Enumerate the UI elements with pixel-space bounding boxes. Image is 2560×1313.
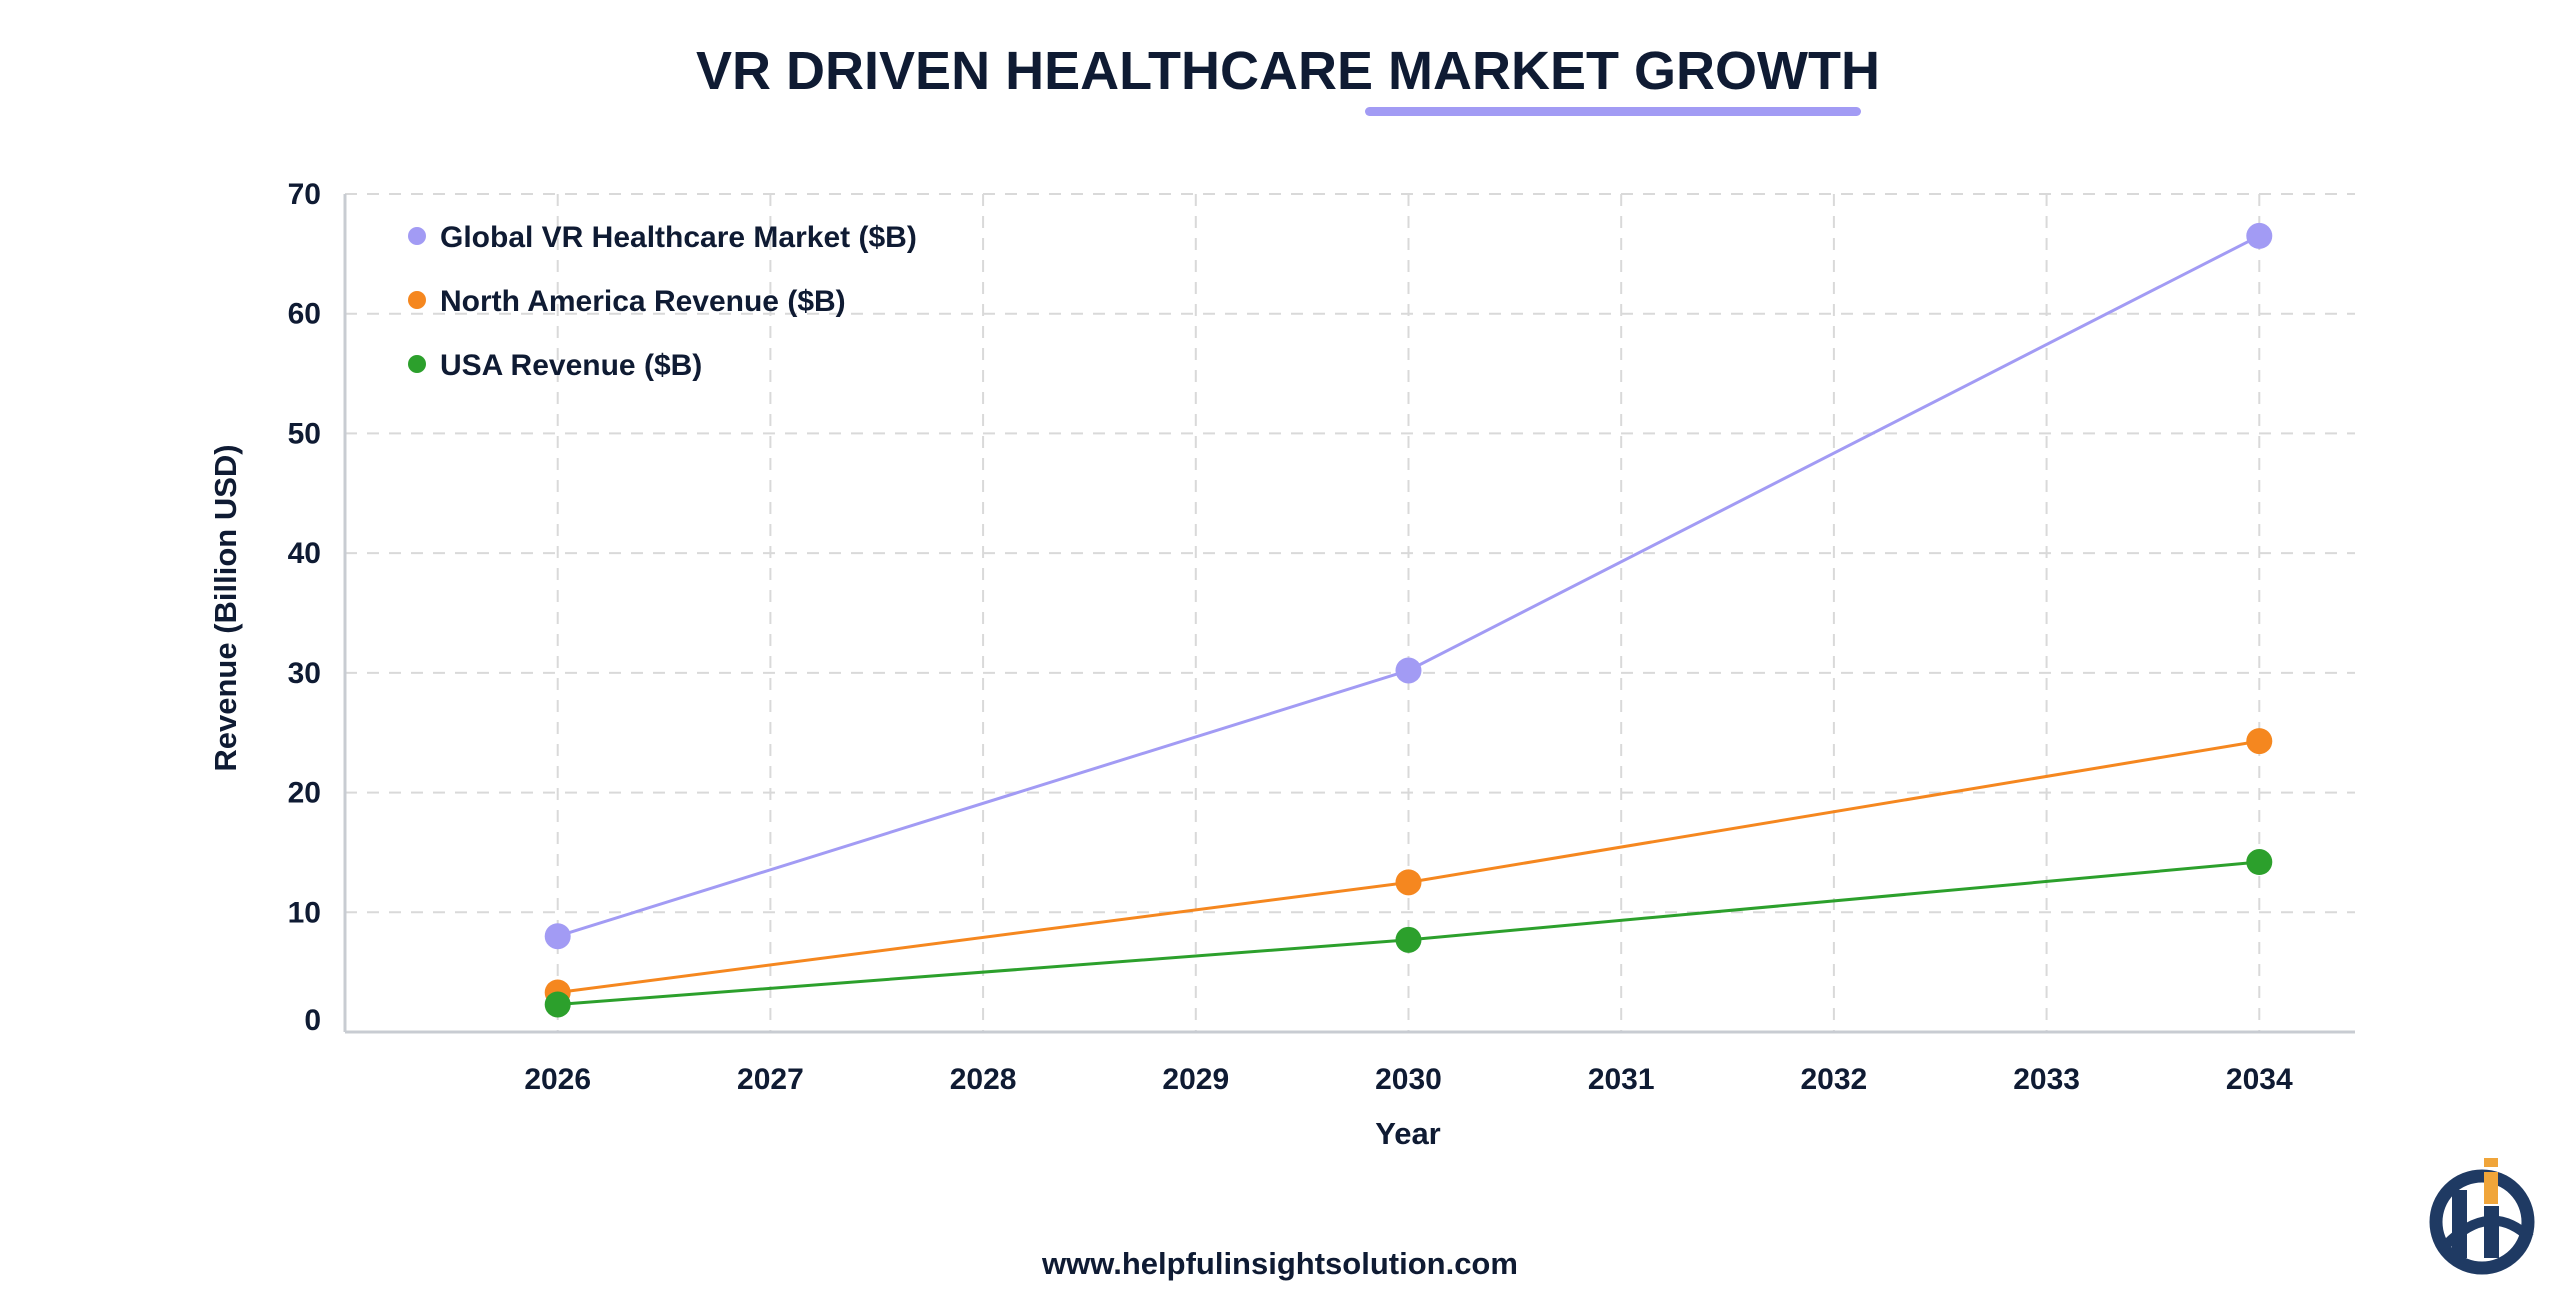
legend-marker xyxy=(408,227,426,245)
title-underline xyxy=(1365,107,1861,116)
y-tick-label: 60 xyxy=(288,298,321,331)
y-tick-label: 50 xyxy=(288,417,321,450)
y-axis-label: Revenue (Billion USD) xyxy=(208,444,243,771)
y-tick-label: 10 xyxy=(288,896,321,929)
legend-marker xyxy=(408,291,426,309)
legend-marker xyxy=(408,355,426,373)
data-point xyxy=(1395,926,1422,953)
y-tick-label: 70 xyxy=(288,178,321,211)
data-point xyxy=(2246,222,2273,249)
data-point xyxy=(2246,849,2273,876)
x-axis-label: Year xyxy=(1375,1116,1441,1151)
legend-label: Global VR Healthcare Market ($B) xyxy=(440,221,917,254)
data-point xyxy=(544,991,571,1018)
legend-label: USA Revenue ($B) xyxy=(440,349,702,382)
legend-label: North America Revenue ($B) xyxy=(440,285,846,318)
data-point xyxy=(1395,869,1422,896)
data-point xyxy=(544,923,571,950)
x-tick-label: 2033 xyxy=(2013,1063,2080,1096)
y-tick-label: 20 xyxy=(288,777,321,810)
x-tick-label: 2031 xyxy=(1588,1063,1655,1096)
x-tick-label: 2030 xyxy=(1375,1063,1442,1096)
x-tick-label: 2028 xyxy=(950,1063,1017,1096)
x-tick-label: 2026 xyxy=(524,1063,591,1096)
series-line xyxy=(557,234,2260,938)
y-tick-label: 0 xyxy=(304,1004,321,1037)
company-logo xyxy=(2429,1158,2535,1275)
x-tick-label: 2027 xyxy=(737,1063,804,1096)
chart-title: VR DRIVEN HEALTHCARE MARKET GROWTH xyxy=(696,41,1880,101)
x-tick-label: 2032 xyxy=(1801,1063,1868,1096)
data-point xyxy=(1395,657,1422,684)
footer-url[interactable]: www.helpfulinsightsolution.com xyxy=(1042,1246,1518,1281)
data-point xyxy=(2246,728,2273,755)
y-tick-label: 30 xyxy=(288,657,321,690)
x-tick-label: 2034 xyxy=(2226,1063,2293,1096)
series-line xyxy=(557,739,2260,994)
x-tick-label: 2029 xyxy=(1162,1063,1229,1096)
y-tick-label: 40 xyxy=(288,537,321,570)
